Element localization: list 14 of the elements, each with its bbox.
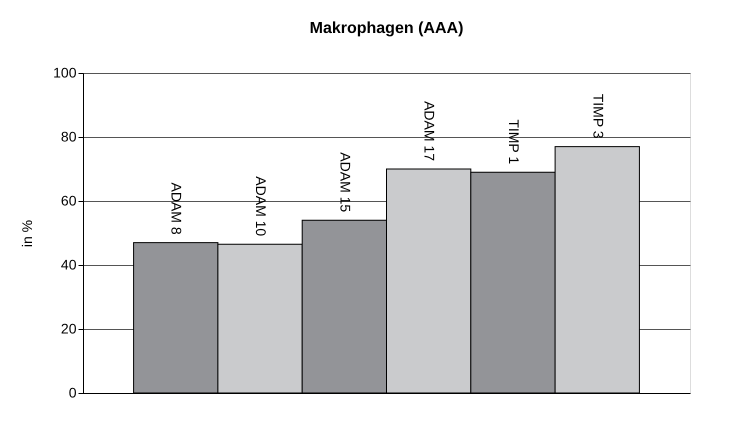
y-tick-label: 60 [60,192,77,208]
x-tick-label: ADAM 8 [168,182,185,235]
y-tick-label: 0 [68,384,77,400]
x-tick-label: ADAM 10 [253,176,270,236]
y-tick-label: 80 [60,128,77,144]
x-tick-label: TIMP 3 [590,94,606,139]
y-axis-title: in % [19,220,36,248]
y-tick-label: 100 [53,64,77,80]
chart-title: Makrophagen (AAA) [310,20,464,37]
x-tick-label: ADAM 15 [337,152,354,212]
x-tick-label: ADAM 17 [422,101,438,162]
x-tick-label: TIMP 1 [506,119,522,164]
y-tick-label: 40 [60,256,77,272]
y-tick-label: 20 [60,320,77,336]
